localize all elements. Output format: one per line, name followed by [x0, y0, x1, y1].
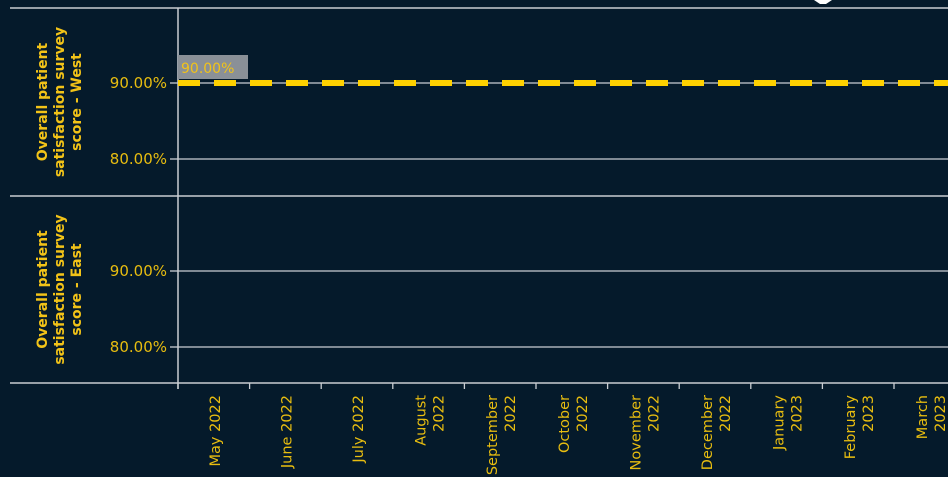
- x-tick-label-line: July 2022: [351, 395, 367, 464]
- x-tick-label-line: 2022: [503, 395, 519, 432]
- y-tick-label: 80.00%: [110, 338, 167, 356]
- x-tick-label-line: 2023: [790, 395, 806, 432]
- y-tick-label: 90.00%: [110, 74, 167, 92]
- x-tick-label-line: 2023: [861, 395, 877, 432]
- x-tick-label: February 2023: [843, 395, 877, 460]
- y-axis-title-line: score - East: [69, 243, 85, 336]
- x-tick-label-line: 2022: [646, 395, 662, 432]
- y-tick-label: 90.00%: [110, 262, 167, 280]
- x-tick-label-line: May 2022: [208, 395, 224, 467]
- x-tick-label-line: June 2022: [279, 395, 295, 469]
- x-tick-label-line: December: [700, 395, 716, 470]
- y-axis-title-line: score - West: [69, 53, 85, 151]
- y-axis-title-line: Overall patient: [35, 42, 51, 161]
- x-tick-label-line: September: [485, 395, 501, 475]
- x-tick-label: December 2022: [700, 395, 734, 470]
- x-tick-label: August 2022: [414, 395, 448, 446]
- top-marker-icon: [814, 0, 832, 4]
- y-axis-title: Overall patientsatisfaction surveyscore …: [35, 214, 85, 364]
- data-label: 90.00%: [181, 61, 234, 77]
- x-tick-label: September 2022: [485, 395, 519, 475]
- x-tick-label-line: January: [772, 395, 788, 451]
- x-tick-label: October 2022: [557, 395, 591, 453]
- data-label-bg: [178, 55, 248, 79]
- x-tick-label-line: November: [628, 395, 644, 470]
- x-tick-label-line: February: [843, 395, 859, 460]
- panel-west: Overall patientsatisfaction surveyscore …: [35, 27, 948, 177]
- x-tick-label: January 2023: [772, 395, 806, 451]
- x-tick-label-line: 2022: [575, 395, 591, 432]
- panel-east: Overall patientsatisfaction surveyscore …: [35, 214, 948, 365]
- x-tick-label: July 2022: [351, 395, 367, 464]
- x-tick-label: March 2023: [915, 395, 948, 439]
- x-tick-label-line: August: [414, 395, 430, 446]
- x-tick-label: November 2022: [628, 395, 662, 470]
- x-tick-label-line: 2022: [432, 395, 448, 432]
- x-tick-label: June 2022: [279, 395, 295, 469]
- y-tick-label: 80.00%: [110, 150, 167, 168]
- y-axis-title-line: satisfaction survey: [52, 214, 68, 364]
- x-tick-label-line: March: [915, 395, 931, 439]
- y-axis-title: Overall patientsatisfaction surveyscore …: [35, 27, 85, 177]
- y-axis-title-line: Overall patient: [35, 230, 51, 349]
- x-tick-label-line: 2022: [718, 395, 734, 432]
- x-tick-label-line: 2023: [933, 395, 948, 432]
- x-tick-label: May 2022: [208, 395, 224, 467]
- y-axis-title-line: satisfaction survey: [52, 27, 68, 177]
- x-tick-label-line: October: [557, 395, 573, 453]
